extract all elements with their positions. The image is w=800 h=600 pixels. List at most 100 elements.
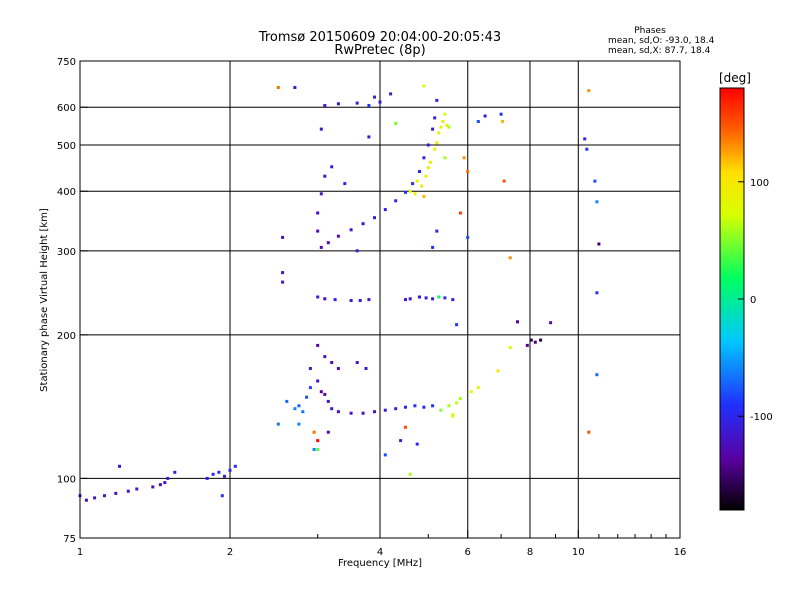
data-point <box>297 422 301 426</box>
data-points <box>78 84 601 502</box>
colorbar-tick-label: 100 <box>750 178 769 189</box>
y-axis-label: Stationary phase Virtual Height [km] <box>39 208 50 392</box>
colorbar-label: [deg] <box>719 71 751 85</box>
data-point <box>549 321 553 325</box>
data-point <box>587 89 591 93</box>
data-point <box>323 174 327 178</box>
data-point <box>336 234 340 238</box>
data-point <box>437 131 441 135</box>
data-point <box>84 498 88 502</box>
data-point <box>404 405 407 409</box>
data-point <box>326 399 330 403</box>
data-point <box>330 407 334 411</box>
data-point <box>413 192 417 196</box>
data-point <box>411 182 415 186</box>
x-tick-label: 2 <box>227 547 233 558</box>
data-point <box>533 340 537 344</box>
data-point <box>483 114 487 118</box>
data-point <box>333 298 337 302</box>
data-point <box>439 125 443 129</box>
data-point <box>205 476 209 480</box>
data-point <box>499 112 503 116</box>
data-point <box>355 101 359 105</box>
stats-heading: Phases <box>634 26 666 36</box>
data-point <box>281 280 285 284</box>
data-point <box>316 229 320 233</box>
data-point <box>364 367 368 370</box>
data-point <box>435 141 439 145</box>
data-point <box>367 135 371 139</box>
data-point <box>355 249 359 253</box>
data-point <box>349 299 353 302</box>
data-point <box>383 453 387 457</box>
stats-x: mean, sd,X: 87.7, 18.4 <box>608 46 711 56</box>
data-point <box>476 120 480 123</box>
x-tick-label: 1 <box>77 547 83 558</box>
data-point <box>445 123 449 127</box>
data-point <box>336 410 340 414</box>
data-point <box>420 184 424 188</box>
y-tick-label: 100 <box>57 474 76 485</box>
data-point <box>373 95 376 99</box>
data-point <box>394 407 398 411</box>
data-point <box>501 120 505 123</box>
data-point <box>539 338 543 342</box>
data-point <box>466 170 470 173</box>
y-tick-label: 750 <box>57 57 76 68</box>
data-point <box>93 496 97 500</box>
data-point <box>293 407 297 411</box>
data-point <box>367 104 371 107</box>
colorbar-tick-label: 0 <box>750 295 756 306</box>
grid-lines <box>80 61 680 538</box>
data-point <box>151 485 155 489</box>
data-point <box>516 320 519 324</box>
data-point <box>316 343 320 347</box>
data-point <box>103 494 106 498</box>
data-point <box>349 411 353 415</box>
data-point <box>431 245 435 249</box>
data-point <box>426 143 430 147</box>
data-point <box>173 470 177 474</box>
data-point <box>220 494 224 498</box>
y-tick-label: 200 <box>57 331 76 342</box>
data-point <box>439 408 443 412</box>
data-point <box>399 439 403 443</box>
data-point <box>422 405 426 409</box>
y-axis: 75 100 200 300 400 500 600 750 <box>57 57 88 545</box>
data-point <box>308 367 312 370</box>
data-point <box>593 179 597 183</box>
data-point <box>447 125 451 129</box>
data-point <box>508 256 512 260</box>
data-point <box>158 483 162 487</box>
data-point <box>330 361 334 364</box>
data-point <box>319 192 323 196</box>
data-point <box>383 408 387 412</box>
colorbar-ticks: 100 0 -100 <box>738 178 773 423</box>
y-tick-label: 75 <box>63 534 76 545</box>
data-point <box>163 481 167 485</box>
data-point <box>281 235 285 239</box>
data-point <box>114 491 118 495</box>
data-point <box>383 208 387 212</box>
x-tick-label: 4 <box>377 547 383 558</box>
data-point <box>435 98 439 102</box>
data-point <box>418 295 421 299</box>
x-tick-label: 6 <box>465 547 471 558</box>
data-point <box>431 127 435 131</box>
data-point <box>323 392 327 396</box>
data-point <box>437 295 441 299</box>
data-point <box>355 361 359 364</box>
data-point <box>358 299 362 302</box>
data-point <box>476 386 480 390</box>
data-point <box>404 190 407 194</box>
data-point <box>217 470 221 474</box>
chart-title: Tromsø 20150609 20:04:00-20:05:43 <box>258 30 501 45</box>
data-point <box>595 373 599 377</box>
data-point <box>305 395 309 399</box>
data-point <box>361 222 365 226</box>
data-point <box>435 229 439 233</box>
data-point <box>389 92 393 96</box>
x-axis: 1 2 4 6 8 10 16 <box>77 530 686 558</box>
data-point <box>316 379 320 383</box>
